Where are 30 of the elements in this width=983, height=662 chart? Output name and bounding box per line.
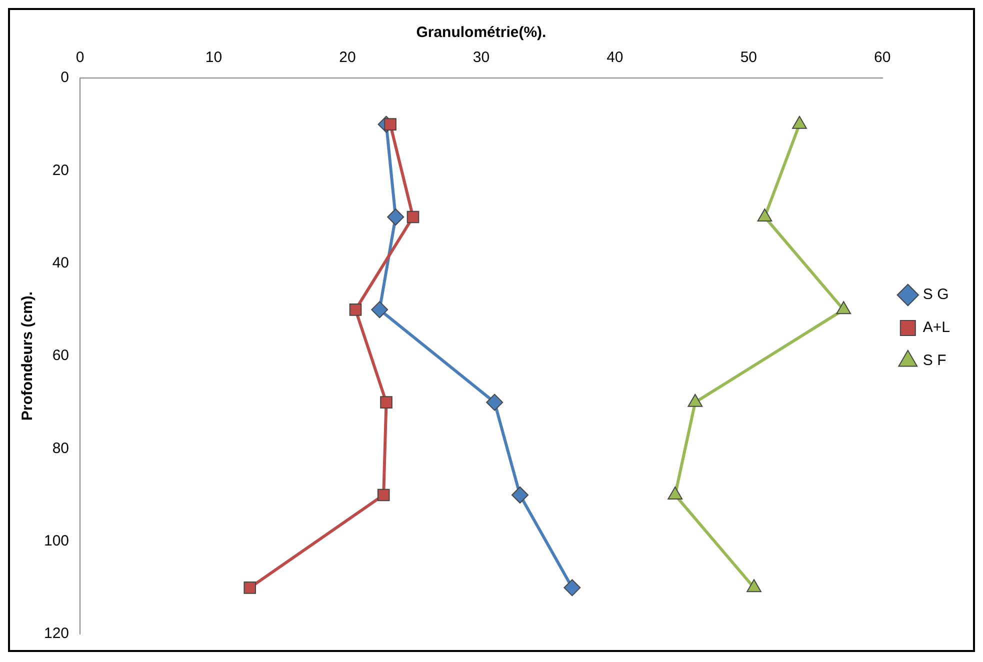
- y-tick-label: 40: [52, 254, 70, 272]
- point: [349, 304, 362, 316]
- point: [384, 118, 396, 130]
- x-tick-label: 30: [472, 49, 490, 66]
- y-axis-title: Profondeurs (cm).: [19, 291, 36, 421]
- point: [377, 488, 390, 502]
- point: [511, 486, 528, 504]
- y-tick-label: 120: [44, 625, 70, 642]
- x-tick-label: 60: [874, 49, 891, 66]
- point: [564, 579, 581, 596]
- point: [380, 396, 392, 408]
- legend-label: A+L: [922, 319, 950, 336]
- x-axis-title: Granulométrie(%).: [416, 24, 546, 42]
- point: [387, 208, 404, 226]
- legend-label: S G: [922, 286, 949, 304]
- y-tick-label: 100: [44, 532, 70, 550]
- y-tick-label: 0: [60, 69, 70, 86]
- point: [406, 210, 420, 224]
- x-tick-label: 40: [606, 49, 624, 66]
- x-tick-label: 20: [339, 49, 356, 66]
- x-tick-label: 50: [740, 49, 758, 66]
- x-tick-label: 10: [205, 49, 222, 66]
- point: [371, 301, 388, 318]
- point: [244, 582, 256, 594]
- legend-label: S F: [922, 352, 946, 370]
- y-tick-label: 60: [52, 347, 70, 364]
- x-tick-label: 0: [76, 49, 84, 66]
- point: [486, 394, 504, 411]
- y-tick-label: 80: [52, 440, 70, 457]
- y-tick-label: 20: [52, 162, 70, 179]
